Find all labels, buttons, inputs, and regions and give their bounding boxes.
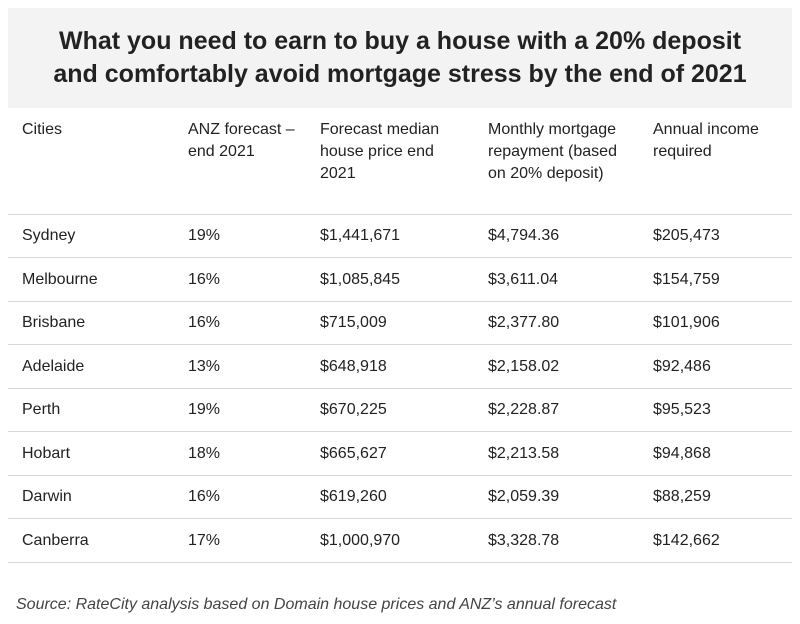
forecast-price-cell: $648,918 [306, 344, 474, 389]
column-header-cities: Cities [8, 108, 174, 215]
column-header-monthly-repayment: Monthly mortgage repayment (based on 20%… [474, 108, 639, 215]
city-cell: Hobart [8, 431, 174, 476]
annual-income-cell: $88,259 [639, 475, 792, 519]
anz-forecast-cell: 18% [174, 431, 306, 476]
forecast-price-cell: $1,000,970 [306, 518, 474, 563]
city-cell: Adelaide [8, 344, 174, 389]
table-row: Adelaide 13% $648,918 $2,158.02 $92,486 [8, 344, 792, 389]
anz-forecast-cell: 19% [174, 388, 306, 432]
annual-income-cell: $94,868 [639, 431, 792, 476]
anz-forecast-cell: 13% [174, 344, 306, 389]
chart-title-line-2: and comfortably avoid mortgage stress by… [53, 60, 747, 88]
city-cell: Sydney [8, 214, 174, 258]
anz-forecast-cell: 17% [174, 518, 306, 563]
table-row: Darwin 16% $619,260 $2,059.39 $88,259 [8, 475, 792, 519]
annual-income-cell: $92,486 [639, 344, 792, 389]
table-row: Hobart 18% $665,627 $2,213.58 $94,868 [8, 431, 792, 476]
source-note: Source: RateCity analysis based on Domai… [16, 596, 617, 613]
income-table: Cities ANZ forecast – end 2021 Forecast … [8, 108, 792, 563]
column-header-annual-income: Annual income required [639, 108, 792, 215]
annual-income-cell: $205,473 [639, 214, 792, 258]
monthly-repayment-cell: $2,377.80 [474, 301, 639, 345]
monthly-repayment-cell: $3,328.78 [474, 518, 639, 563]
monthly-repayment-cell: $2,213.58 [474, 431, 639, 476]
chart-title-line-1: What you need to earn to buy a house wit… [58, 27, 742, 55]
monthly-repayment-cell: $3,611.04 [474, 257, 639, 302]
column-header-anz-forecast: ANZ forecast – end 2021 [174, 108, 306, 215]
table-row: Perth 19% $670,225 $2,228.87 $95,523 [8, 388, 792, 432]
annual-income-cell: $154,759 [639, 257, 792, 302]
header-row: Cities ANZ forecast – end 2021 Forecast … [8, 108, 792, 215]
monthly-repayment-cell: $4,794.36 [474, 214, 639, 258]
anz-forecast-cell: 19% [174, 214, 306, 258]
city-cell: Canberra [8, 518, 174, 563]
anz-forecast-cell: 16% [174, 475, 306, 519]
column-header-forecast-price: Forecast median house price end 2021 [306, 108, 474, 215]
title-banner: What you need to earn to buy a house wit… [8, 8, 792, 108]
city-cell: Melbourne [8, 257, 174, 302]
table-row: Canberra 17% $1,000,970 $3,328.78 $142,662 [8, 518, 792, 563]
table-row: Melbourne 16% $1,085,845 $3,611.04 $154,759 [8, 257, 792, 302]
annual-income-cell: $142,662 [639, 518, 792, 563]
anz-forecast-cell: 16% [174, 301, 306, 345]
forecast-price-cell: $1,441,671 [306, 214, 474, 258]
monthly-repayment-cell: $2,228.87 [474, 388, 639, 432]
city-cell: Darwin [8, 475, 174, 519]
annual-income-cell: $101,906 [639, 301, 792, 345]
anz-forecast-cell: 16% [174, 257, 306, 302]
city-cell: Brisbane [8, 301, 174, 345]
forecast-price-cell: $619,260 [306, 475, 474, 519]
monthly-repayment-cell: $2,059.39 [474, 475, 639, 519]
forecast-price-cell: $715,009 [306, 301, 474, 345]
table-body: Sydney 19% $1,441,671 $4,794.36 $205,473 Melb… [8, 214, 792, 563]
table-row: Sydney 19% $1,441,671 $4,794.36 $205,473 [8, 214, 792, 258]
table-container: Cities ANZ forecast – end 2021 Forecast … [8, 108, 792, 563]
forecast-price-cell: $1,085,845 [306, 257, 474, 302]
forecast-price-cell: $670,225 [306, 388, 474, 432]
table-row: Brisbane 16% $715,009 $2,377.80 $101,906 [8, 301, 792, 345]
forecast-price-cell: $665,627 [306, 431, 474, 476]
city-cell: Perth [8, 388, 174, 432]
monthly-repayment-cell: $2,158.02 [474, 344, 639, 389]
annual-income-cell: $95,523 [639, 388, 792, 432]
